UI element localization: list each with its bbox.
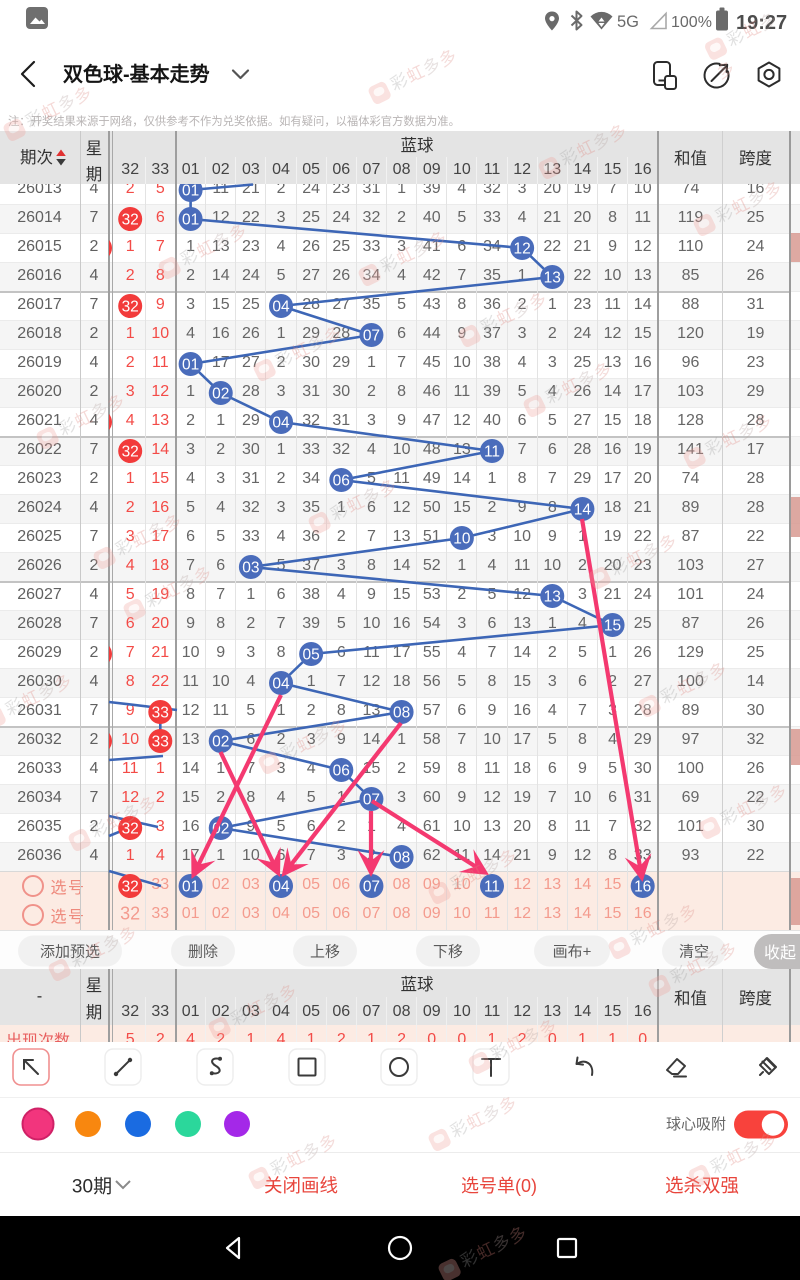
svg-text:球心吸附: 球心吸附: [666, 1116, 726, 1133]
svg-text:双色球-基本走势: 双色球-基本走势: [63, 62, 210, 86]
svg-text:19:27: 19:27: [736, 12, 787, 34]
svg-text:5G: 5G: [617, 13, 639, 31]
svg-text:100%: 100%: [671, 14, 712, 31]
